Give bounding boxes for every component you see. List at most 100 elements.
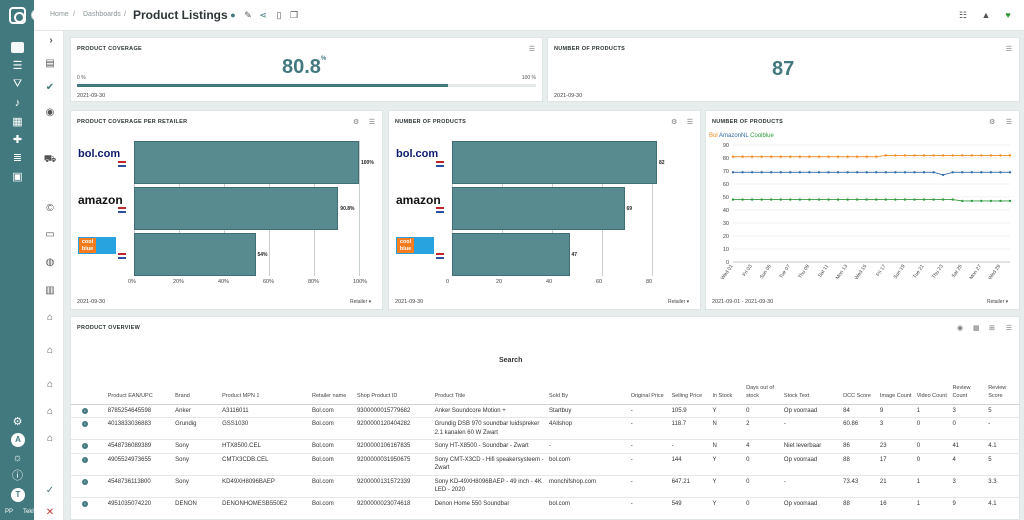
card-icon[interactable]: ▭ bbox=[45, 229, 55, 240]
eye-icon[interactable]: ◉ bbox=[45, 107, 55, 118]
settings-icon[interactable]: ⚙ bbox=[353, 119, 360, 126]
eye-icon[interactable]: ◉ bbox=[957, 325, 964, 332]
breadcrumb-dashboards[interactable]: Dashboards bbox=[83, 11, 121, 18]
data-point bbox=[961, 171, 964, 174]
column-header[interactable]: Days out of stock bbox=[744, 375, 782, 405]
tasks-icon[interactable]: ☷ bbox=[958, 10, 968, 20]
close-icon[interactable]: ✕ bbox=[45, 507, 55, 518]
calendar-icon[interactable]: ▤ bbox=[45, 58, 55, 69]
column-header[interactable]: In Stock bbox=[710, 375, 745, 405]
delete-icon[interactable]: ▯ bbox=[276, 10, 282, 20]
info-icon[interactable]: i bbox=[82, 500, 88, 507]
settings-icon[interactable]: ⚙ bbox=[12, 416, 23, 428]
table-row[interactable]: i 4548736113800 Sony KD49XH8096BAEP Bol.com 9… bbox=[70, 474, 1020, 497]
column-header[interactable]: Product Title bbox=[432, 375, 547, 405]
breadcrumb-home[interactable]: Home bbox=[50, 11, 69, 18]
table-icon[interactable]: ▦ bbox=[973, 325, 980, 332]
menu-icon[interactable]: ☰ bbox=[368, 119, 375, 126]
copyright-icon[interactable]: © bbox=[46, 203, 54, 214]
column-header[interactable]: Image Count bbox=[877, 375, 915, 405]
column-header[interactable]: Review Score bbox=[986, 375, 1020, 405]
bar-coolblue[interactable] bbox=[452, 233, 570, 276]
column-header[interactable]: Selling Price bbox=[669, 375, 711, 405]
notification-bell-icon[interactable]: ▲ bbox=[981, 10, 991, 20]
tag-icon[interactable]: ⌂ bbox=[46, 379, 54, 390]
grid-icon[interactable]: ⊞ bbox=[989, 325, 995, 332]
info-icon[interactable]: i bbox=[82, 407, 88, 414]
table-row[interactable]: i 4548736089389 Sony HTX8500.CEL Bol.com 9200… bbox=[70, 439, 1020, 453]
column-header[interactable]: Review Count bbox=[950, 375, 987, 405]
table-row[interactable]: i 4951035074220 DENON DENONHOMESB550E2 Bol.c… bbox=[70, 496, 1020, 510]
info-icon[interactable]: ● bbox=[230, 10, 236, 20]
user-avatar[interactable]: T bbox=[11, 488, 25, 502]
column-header[interactable]: Product MPN 1 bbox=[220, 375, 311, 405]
legend-item-amazon[interactable]: AmazonNL bbox=[719, 133, 749, 139]
retailer-dropdown[interactable]: Retailer ▾ bbox=[350, 299, 372, 305]
tag-icon[interactable]: ⌂ bbox=[46, 433, 54, 444]
settings-icon[interactable]: ⚙ bbox=[671, 119, 678, 126]
retailer-dropdown[interactable]: Retailer ▾ bbox=[668, 299, 690, 305]
search-label[interactable]: Search bbox=[499, 357, 523, 364]
bar-bol-com[interactable] bbox=[452, 141, 657, 184]
settings-icon[interactable]: ⚙ bbox=[989, 119, 996, 126]
info-icon[interactable]: ⓘ bbox=[12, 470, 23, 482]
info-icon[interactable]: i bbox=[82, 421, 88, 427]
copy-icon[interactable]: ❐ bbox=[289, 10, 299, 20]
app-logo-icon[interactable] bbox=[9, 7, 26, 24]
menu-icon[interactable]: ☰ bbox=[1005, 325, 1012, 332]
check-icon[interactable]: ✓ bbox=[45, 485, 55, 496]
barcode-icon[interactable]: ▥ bbox=[45, 285, 55, 296]
edit-icon[interactable]: ✎ bbox=[244, 10, 252, 20]
check-circle-icon[interactable]: ✔ bbox=[45, 82, 55, 93]
menu-icon[interactable]: ☰ bbox=[686, 119, 693, 126]
info-icon[interactable]: i bbox=[82, 456, 88, 463]
bar-bol-com[interactable] bbox=[134, 141, 359, 184]
menu-icon[interactable]: ☰ bbox=[528, 46, 535, 53]
table-row[interactable]: i 8785254645598 Anker A3116011 Bol.com 930000… bbox=[70, 403, 1020, 418]
menu-icon[interactable]: ☰ bbox=[1005, 119, 1012, 126]
bar-amazon[interactable] bbox=[134, 187, 339, 230]
column-header[interactable]: Product EAN/UPC bbox=[105, 375, 174, 405]
cart-icon[interactable]: ⛟ bbox=[43, 154, 57, 165]
dashboard-icon[interactable] bbox=[11, 42, 24, 53]
share-icon[interactable]: ⋖ bbox=[259, 10, 267, 20]
column-header[interactable]: Brand bbox=[173, 375, 221, 405]
legend-item-coolblue[interactable]: Coolblue bbox=[750, 133, 774, 139]
table-cell: Bol.com bbox=[310, 474, 355, 497]
info-icon[interactable]: i bbox=[82, 478, 88, 485]
tag-icon[interactable]: ⌂ bbox=[46, 406, 54, 417]
column-header[interactable]: Retailer name bbox=[310, 375, 355, 405]
lightbulb-icon[interactable]: ☼ bbox=[12, 452, 23, 464]
menu-icon[interactable]: ☰ bbox=[1005, 46, 1012, 53]
checklist-icon[interactable]: ≣ bbox=[12, 152, 23, 164]
column-header[interactable]: Video Count bbox=[914, 375, 951, 405]
list-icon[interactable]: ☰ bbox=[12, 60, 23, 72]
funnel-icon[interactable]: ⛛ bbox=[12, 78, 23, 90]
calendar-icon[interactable]: ▦ bbox=[12, 116, 23, 128]
info-icon[interactable]: i bbox=[82, 443, 88, 449]
data-point bbox=[980, 199, 983, 203]
column-header[interactable]: Original Price bbox=[628, 375, 670, 405]
avatar[interactable]: A bbox=[11, 433, 25, 447]
bell-icon[interactable]: ♪ bbox=[14, 97, 21, 109]
column-header[interactable]: Sold By bbox=[547, 375, 629, 405]
table-row[interactable]: i 4905524973655 Sony CMTX3CDB.CEL Bol.com 920… bbox=[70, 452, 1020, 475]
bar-amazon[interactable] bbox=[452, 187, 625, 230]
heart-rate-icon[interactable]: ♥ bbox=[1005, 10, 1011, 20]
expand-icon[interactable]: › bbox=[49, 35, 53, 46]
table-cell: Bol.com bbox=[310, 496, 355, 510]
legend-item-bol[interactable]: Bol bbox=[709, 133, 718, 139]
bar-coolblue[interactable] bbox=[134, 233, 256, 276]
column-header[interactable]: Shop Product ID bbox=[354, 375, 433, 405]
table-row[interactable]: i 4013833036883 Grundig GSS1030 Bol.com 92000… bbox=[70, 417, 1020, 440]
retailer-dropdown[interactable]: Retailer ▾ bbox=[987, 299, 1009, 305]
puzzle-icon[interactable]: ✚ bbox=[12, 134, 23, 146]
tag-icon[interactable]: ⌂ bbox=[46, 312, 54, 323]
globe-icon[interactable]: ◍ bbox=[45, 257, 55, 268]
column-header[interactable]: Stock Text bbox=[781, 375, 842, 405]
message-icon[interactable]: ▣ bbox=[12, 171, 23, 183]
data-point bbox=[865, 198, 868, 201]
tag-icon[interactable]: ⌂ bbox=[46, 345, 54, 356]
data-point bbox=[846, 171, 849, 174]
column-header[interactable]: DCC Score bbox=[841, 375, 878, 405]
